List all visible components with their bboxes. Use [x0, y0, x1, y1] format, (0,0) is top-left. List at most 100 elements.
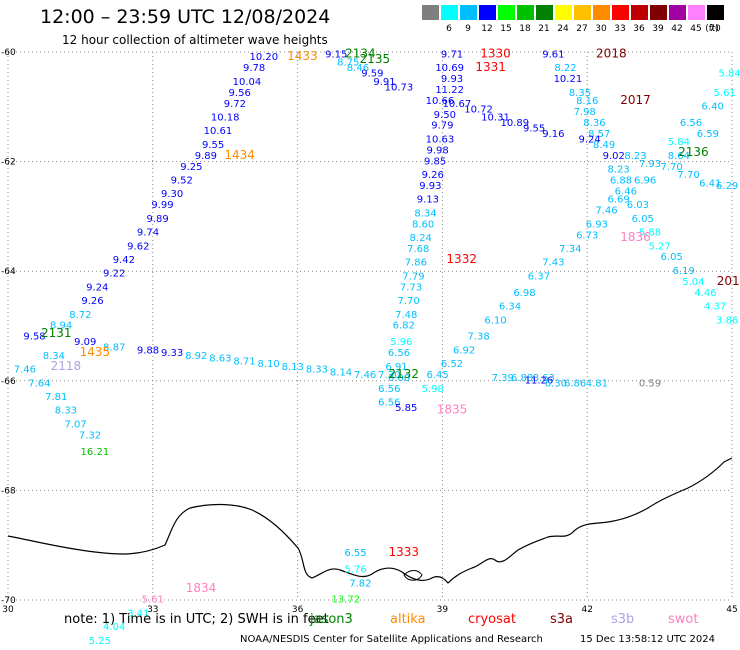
swh-value-label: 8.57 [588, 129, 610, 140]
swh-value-label: 9.91 [373, 77, 395, 88]
swh-value-label: 9.30 [161, 189, 183, 200]
lon-tick-label: 30 [2, 605, 14, 615]
swh-value-label: 11.26 [525, 376, 554, 387]
legend-label: 9 [465, 24, 471, 34]
swh-value-label: 9.93 [441, 74, 463, 85]
pass-time-label: 1331 [475, 60, 506, 74]
legend-label: 70 [709, 24, 721, 34]
legend-swatch [422, 5, 439, 20]
swh-value-label: 6.93 [586, 219, 608, 230]
legend-swatch [517, 5, 534, 20]
swh-value-label: 9.55 [523, 123, 545, 134]
pass-time-label: 2136 [678, 145, 709, 159]
legend-swatch [631, 5, 648, 20]
swh-value-label: 10.89 [500, 118, 529, 129]
pass-time-label: 2017 [620, 93, 651, 107]
swh-value-label: 7.43 [542, 258, 564, 269]
legend-swatch [574, 5, 591, 20]
swh-value-label: 9.85 [424, 156, 446, 167]
swh-value-label: 10.21 [554, 74, 583, 85]
swh-value-label: 6.46 [615, 186, 637, 197]
swh-value-label: 7.68 [407, 244, 429, 255]
swh-value-label: 9.98 [426, 145, 448, 156]
swh-value-label: 5.76 [344, 565, 366, 576]
antarctic-coastline [7, 457, 733, 584]
legend-label: 33 [614, 24, 626, 34]
swh-value-label: 4.81 [586, 378, 608, 389]
lon-tick-label: 42 [581, 605, 592, 615]
swh-value-label: 7.70 [677, 170, 699, 181]
pass-time-label: 1836 [620, 230, 651, 244]
swh-value-label: 6.88 [511, 373, 533, 384]
swh-value-label: 10.31 [481, 113, 510, 124]
swh-value-label: 9.24 [578, 134, 600, 145]
swh-value-label: 10.04 [233, 77, 262, 88]
swh-value-label: 8.33 [55, 406, 77, 417]
swh-value-label: 11.22 [435, 85, 464, 96]
swh-value-label: 4.37 [704, 302, 726, 313]
swh-value-label: 6.10 [484, 315, 506, 326]
swh-value-label: 8.10 [258, 359, 280, 370]
swh-value-label: 9.59 [361, 69, 383, 80]
swh-value-label: 6.41 [699, 178, 721, 189]
swh-value-label: 7.07 [64, 419, 86, 430]
swh-value-label: 6.30 [545, 378, 567, 389]
swh-value-label: 9.25 [180, 162, 202, 173]
swh-value-label: 6.37 [528, 271, 550, 282]
swh-value-label: 5.04 [682, 277, 704, 288]
legend-label: 12 [481, 24, 493, 34]
swh-value-label: 7.64 [28, 378, 50, 389]
legend-label: 21 [538, 24, 550, 34]
swh-value-label: 6.82 [393, 321, 415, 332]
swh-value-label: 8.23 [624, 151, 646, 162]
page-title: 12:00 – 23:59 UTC 12/08/2024 [40, 6, 331, 28]
swh-value-label: 5.88 [639, 228, 661, 239]
lon-tick-label: 33 [147, 605, 158, 615]
swh-value-label: 9.79 [431, 121, 453, 132]
swh-value-label: 8.13 [282, 362, 304, 373]
swh-value-label: 9.99 [151, 200, 173, 211]
pass-time-label: 1834 [186, 581, 217, 595]
swh-value-label: 6.56 [388, 348, 410, 359]
legend-label: 36 [633, 24, 645, 34]
legend-label: 15 [500, 24, 512, 34]
swh-value-label: 7.38 [467, 332, 489, 343]
legend-swatch [688, 5, 705, 20]
swh-value-label: 9.16 [542, 129, 564, 140]
pass-time-label: 1435 [80, 345, 111, 359]
swh-value-label: 6.19 [673, 266, 695, 277]
pass-time-label: 2135 [360, 52, 391, 66]
swh-value-label: 8.49 [593, 140, 615, 151]
swh-value-label: 7.46 [595, 206, 617, 217]
swh-value-label: 6.00 [388, 373, 410, 384]
swh-value-label: 6.56 [680, 118, 702, 129]
swh-value-label: 6.52 [441, 359, 463, 370]
swh-value-label: 7.32 [79, 430, 101, 441]
swh-value-label: 9.88 [137, 345, 159, 356]
pass-time-label: 1330 [480, 46, 511, 60]
lat-tick-label: -66 [1, 377, 16, 387]
map-grid [7, 51, 733, 601]
legend-swatch [498, 5, 515, 20]
pass-time-label: 2132 [389, 367, 420, 381]
satellite-name: s3a [550, 612, 574, 627]
lon-tick-label: 39 [437, 605, 449, 615]
swh-value-label: 9.02 [603, 151, 625, 162]
swh-value-label: 6.91 [385, 362, 407, 373]
swh-value-label: 7.48 [395, 310, 417, 321]
legend-label: 18 [519, 24, 531, 34]
legend-label: 45 [690, 24, 702, 34]
swh-value-label: 3.41 [127, 608, 149, 619]
swh-value-label: 7.93 [639, 159, 661, 170]
credit-text: NOAA/NESDIS Center for Satellite Applica… [240, 634, 543, 645]
swh-value-label: 16.21 [81, 447, 110, 458]
swh-value-label: 7.79 [402, 271, 424, 282]
swh-value-label: 10.69 [435, 63, 464, 74]
swh-value-label: 8.71 [233, 356, 255, 367]
axis-ticks: 30 33 36 39 42 45 -60 -62 -64 -66 -68 -70 [1, 48, 738, 615]
swh-value-label: 9.26 [81, 296, 103, 307]
swh-value-label: 6.86 [564, 378, 586, 389]
swh-value-label: 6.29 [716, 181, 738, 192]
swh-value-label: 8.34 [414, 208, 436, 219]
